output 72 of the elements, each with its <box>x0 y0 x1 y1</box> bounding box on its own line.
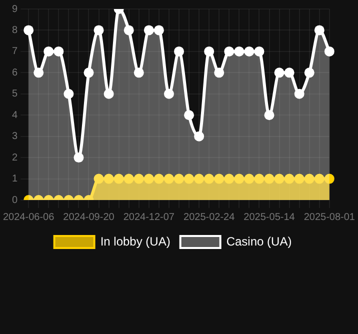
y-tick-label: 1 <box>12 174 18 185</box>
point <box>154 25 164 36</box>
point <box>254 46 264 56</box>
y-tick-label: 2 <box>12 152 18 164</box>
x-tick-label: 2025-08-01 <box>304 212 356 223</box>
point <box>284 68 294 78</box>
point <box>214 68 224 78</box>
point <box>134 174 144 184</box>
point <box>164 88 174 99</box>
point <box>144 25 154 36</box>
point <box>294 174 304 184</box>
point <box>74 152 84 163</box>
y-tick-label: 4 <box>12 110 18 121</box>
point <box>104 88 114 99</box>
point <box>194 131 204 142</box>
point <box>54 46 64 56</box>
point <box>284 174 294 184</box>
point <box>264 174 274 184</box>
legend-label: Casino (UA) <box>226 234 292 248</box>
point <box>314 174 324 184</box>
y-tick-label: 3 <box>12 131 18 142</box>
point <box>194 174 204 184</box>
x-tick-label: 2025-05-14 <box>244 212 296 223</box>
point <box>304 174 314 184</box>
point <box>144 174 154 184</box>
point <box>174 174 184 184</box>
point <box>234 174 244 184</box>
point <box>34 68 44 78</box>
legend-label: In lobby (UA) <box>100 234 170 248</box>
point <box>304 68 314 78</box>
x-tick-label: 2024-06-06 <box>3 212 55 223</box>
y-tick-label: 6 <box>12 67 18 78</box>
point <box>154 174 164 184</box>
point <box>254 174 264 184</box>
point <box>94 25 104 36</box>
point <box>294 88 304 99</box>
point <box>274 68 284 78</box>
x-tick-label: 2025-02-24 <box>184 212 236 223</box>
point <box>184 110 194 120</box>
point <box>184 174 194 184</box>
point <box>224 46 234 56</box>
x-tick-label: 2024-09-20 <box>63 212 115 223</box>
point <box>134 68 144 78</box>
x-tick-label: 2024-12-07 <box>123 212 175 223</box>
y-tick-label: 0 <box>12 194 18 206</box>
point <box>174 46 184 56</box>
y-tick-label: 9 <box>12 4 18 15</box>
point <box>324 46 334 56</box>
y-tick-label: 5 <box>12 88 18 100</box>
point <box>314 25 324 36</box>
point <box>224 174 234 184</box>
point <box>264 110 274 120</box>
point <box>164 174 174 184</box>
point <box>204 174 214 184</box>
point <box>204 46 214 56</box>
point <box>244 46 254 56</box>
point <box>24 25 34 36</box>
point <box>84 68 94 78</box>
point <box>114 174 124 184</box>
y-tick-label: 8 <box>12 24 18 36</box>
y-tick-label: 7 <box>12 46 18 58</box>
point <box>274 174 284 184</box>
point <box>64 88 74 99</box>
point <box>214 174 224 184</box>
point <box>104 174 114 184</box>
point <box>124 174 134 184</box>
point <box>44 46 54 56</box>
point <box>244 174 254 184</box>
point <box>234 46 244 56</box>
point <box>324 174 334 184</box>
point <box>124 25 134 36</box>
point <box>94 174 104 184</box>
